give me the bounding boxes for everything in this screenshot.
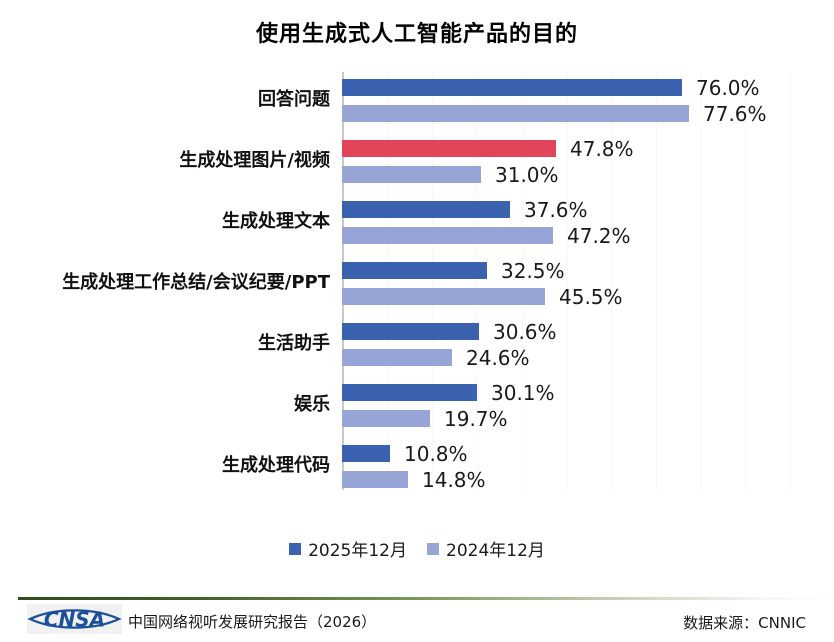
chart-group: 生活助手 30.6% 24.6% (0, 320, 834, 370)
legend-item-2025: 2025年12月 (289, 536, 407, 561)
legend-label-2025: 2025年12月 (308, 541, 407, 561)
footer-report-title: 中国网络视听发展研究报告（2026） (128, 613, 377, 631)
footer-divider-line (18, 597, 834, 600)
chart-axis-line (342, 72, 344, 490)
bar-2024年12月 (342, 349, 452, 366)
legend-swatch-2025 (289, 542, 302, 555)
bar-row: 10.8% (342, 442, 486, 466)
bar-row: 47.8% (342, 137, 634, 161)
bar-row: 24.6% (342, 346, 557, 370)
chart-group: 娱乐 30.1% 19.7% (0, 381, 834, 431)
value-label: 32.5% (501, 258, 565, 283)
value-label: 76.0% (696, 75, 760, 100)
category-bars: 76.0% 77.6% (342, 76, 767, 126)
value-label: 77.6% (703, 101, 767, 126)
legend-item-2024: 2024年12月 (427, 536, 545, 561)
chart-group: 生成处理图片/视频 47.8% 31.0% (0, 137, 834, 187)
value-label: 19.7% (444, 406, 508, 431)
category-label: 生成处理工作总结/会议纪要/PPT (62, 272, 330, 294)
category-bars: 30.1% 19.7% (342, 381, 555, 431)
bar-row: 37.6% (342, 198, 631, 222)
bar-row: 32.5% (342, 259, 623, 283)
category-bars: 47.8% 31.0% (342, 137, 634, 187)
category-bars: 30.6% 24.6% (342, 320, 557, 370)
bar-row: 31.0% (342, 163, 634, 187)
category-label: 生成处理代码 (222, 455, 330, 477)
category-bars: 10.8% 14.8% (342, 442, 486, 492)
bar-row: 45.5% (342, 285, 623, 309)
value-label: 30.6% (493, 319, 557, 344)
bar-2025年12月 (342, 262, 487, 279)
bar-2024年12月 (342, 471, 408, 488)
category-label: 生活助手 (258, 333, 330, 355)
category-bars: 37.6% 47.2% (342, 198, 631, 248)
chart-group: 生成处理工作总结/会议纪要/PPT 32.5% 45.5% (0, 259, 834, 309)
value-label: 37.6% (524, 197, 588, 222)
value-label: 14.8% (422, 467, 486, 492)
bar-2025年12月 (342, 140, 556, 157)
bar-2024年12月 (342, 166, 481, 183)
bar-row: 14.8% (342, 468, 486, 492)
chart-group: 生成处理文本 37.6% 47.2% (0, 198, 834, 248)
bar-row: 30.6% (342, 320, 557, 344)
bar-2025年12月 (342, 384, 477, 401)
category-label: 回答问题 (258, 89, 330, 111)
bar-row: 19.7% (342, 407, 555, 431)
cnsa-logo-icon: CNSA (27, 604, 122, 634)
chart-group: 生成处理代码 10.8% 14.8% (0, 442, 834, 492)
bar-2024年12月 (342, 105, 689, 122)
bar-2024年12月 (342, 410, 430, 427)
value-label: 47.8% (570, 136, 634, 161)
page-title: 使用生成式人工智能产品的目的 (255, 22, 578, 47)
bar-row: 30.1% (342, 381, 555, 405)
value-label: 31.0% (495, 162, 559, 187)
value-label: 24.6% (466, 345, 530, 370)
value-label: 30.1% (491, 380, 555, 405)
bar-2025年12月 (342, 201, 510, 218)
bar-2024年12月 (342, 288, 545, 305)
category-label: 生成处理文本 (222, 211, 330, 233)
chart-legend: 2025年12月 2024年12月 (0, 536, 834, 561)
value-label: 47.2% (567, 223, 631, 248)
chart-group: 回答问题 76.0% 77.6% (0, 76, 834, 126)
chart-rows: 回答问题 76.0% 77.6% 生成处理图片/视频 47.8% 31.0% 生成处理文本 3… (0, 72, 834, 492)
category-label: 生成处理图片/视频 (179, 150, 330, 172)
cnsa-logo-text: CNSA (44, 608, 105, 632)
legend-swatch-2024 (427, 542, 439, 555)
footer-data-source: 数据来源：CNNIC (683, 614, 806, 632)
bar-row: 76.0% (342, 76, 767, 100)
bar-2025年12月 (342, 323, 479, 340)
value-label: 10.8% (404, 441, 468, 466)
legend-label-2024: 2024年12月 (446, 541, 545, 561)
bar-row: 47.2% (342, 224, 631, 248)
bar-2024年12月 (342, 227, 553, 244)
category-label: 娱乐 (294, 394, 330, 416)
bar-2025年12月 (342, 79, 682, 96)
category-bars: 32.5% 45.5% (342, 259, 623, 309)
bar-row: 77.6% (342, 102, 767, 126)
value-label: 45.5% (559, 284, 623, 309)
bar-2025年12月 (342, 445, 390, 462)
bar-chart: 回答问题 76.0% 77.6% 生成处理图片/视频 47.8% 31.0% 生成处理文本 3… (0, 72, 834, 506)
